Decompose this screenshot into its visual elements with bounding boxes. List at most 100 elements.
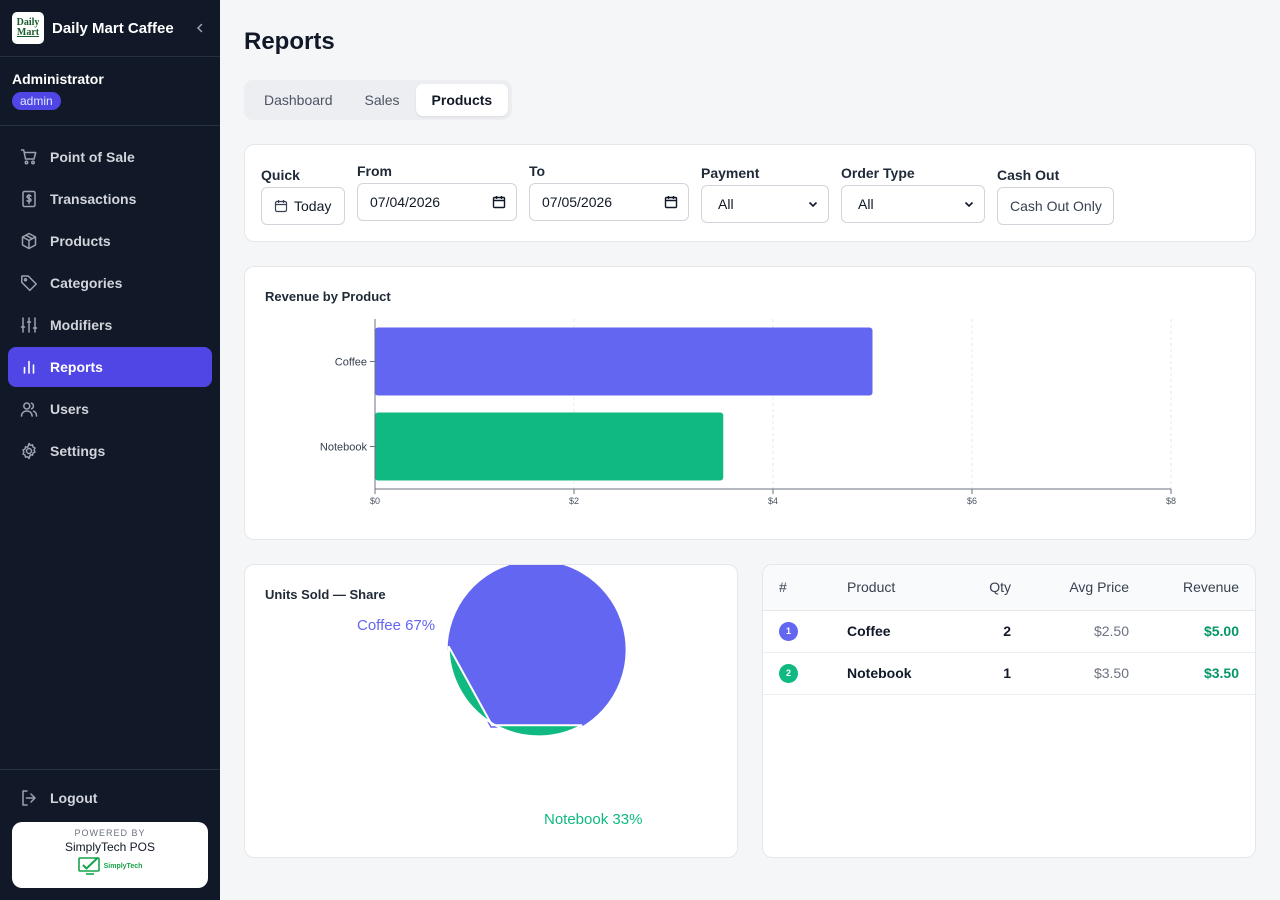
- pie-slice-notebook[interactable]: [447, 645, 583, 738]
- col-product: Product: [847, 579, 896, 596]
- col-avg-price: Avg Price: [1069, 579, 1129, 596]
- chart-title: Units Sold — Share: [265, 587, 386, 602]
- sidebar-item-reports[interactable]: Reports: [8, 347, 212, 387]
- cash-out-filter: Cash Out Cash Out Only: [997, 165, 1114, 225]
- order-type-select-value: All: [858, 196, 874, 212]
- logo-text-line1: Daily: [16, 17, 40, 28]
- today-button[interactable]: Today: [261, 187, 345, 225]
- report-tabs: Dashboard Sales Products: [244, 80, 513, 120]
- payment-select[interactable]: All: [701, 185, 829, 223]
- sidebar: Daily Mart Daily Mart Caffee Administrat…: [0, 0, 220, 900]
- from-label: From: [357, 163, 392, 179]
- cash-out-label: Cash Out: [997, 167, 1060, 183]
- sidebar-nav: Point of Sale Transactions Products Cate…: [0, 126, 220, 471]
- table-row[interactable]: 2 Notebook 1 $3.50 $3.50: [763, 652, 1255, 694]
- user-name: Administrator: [12, 71, 104, 87]
- simplytech-logo: SimplyTech: [12, 857, 208, 875]
- from-date-value: 07/04/2026: [370, 194, 441, 210]
- sidebar-item-label: Point of Sale: [50, 149, 135, 165]
- sidebar-item-label: Transactions: [50, 191, 137, 207]
- payment-select-value: All: [718, 196, 734, 212]
- collapse-sidebar-button[interactable]: [192, 21, 208, 36]
- today-button-label: Today: [294, 198, 332, 214]
- chart-title: Revenue by Product: [265, 289, 391, 304]
- product-name: Coffee: [847, 623, 891, 639]
- sidebar-item-point-of-sale[interactable]: Point of Sale: [8, 137, 212, 177]
- tab-products[interactable]: Products: [415, 84, 509, 116]
- calendar-icon: [664, 195, 678, 209]
- powered-by-name: SimplyTech POS: [64, 840, 156, 854]
- sidebar-item-label: Categories: [50, 275, 123, 291]
- products-table: # Product Qty Avg Price Revenue 1 Coffee…: [763, 565, 1255, 695]
- bar-notebook[interactable]: [375, 412, 724, 481]
- rank-badge: 2: [779, 664, 798, 683]
- powered-by-label: POWERED BY: [74, 828, 146, 838]
- products-table-card: # Product Qty Avg Price Revenue 1 Coffee…: [762, 564, 1256, 858]
- logout-button[interactable]: Logout: [0, 778, 220, 818]
- x-tick-label: $4: [768, 496, 778, 506]
- sidebar-item-label: Settings: [50, 443, 106, 459]
- logout-icon: [20, 789, 38, 807]
- y-tick-label: Notebook: [320, 442, 368, 454]
- order-type-label: Order Type: [841, 165, 915, 181]
- sidebar-footer: Logout POWERED BY SimplyTech POS SimplyT…: [0, 769, 220, 900]
- chevron-down-icon: [964, 199, 974, 209]
- app-name: Daily Mart Caffee: [52, 19, 174, 37]
- simplytech-logo-text: SimplyTech: [103, 862, 143, 870]
- sliders-icon: [20, 316, 38, 334]
- sidebar-item-label: Products: [50, 233, 111, 249]
- revenue-bar-chart: $0 $2 $4 $6 $8 Coffee Notebook: [320, 319, 1176, 506]
- cash-out-only-button[interactable]: Cash Out Only: [997, 187, 1114, 225]
- y-tick-label: Coffee: [335, 357, 367, 369]
- sidebar-item-modifiers[interactable]: Modifiers: [8, 305, 212, 345]
- to-filter: To 07/05/2026: [529, 163, 689, 221]
- quick-filter: Quick Today: [261, 165, 345, 225]
- to-date-input[interactable]: 07/05/2026: [529, 183, 689, 221]
- bar-coffee[interactable]: [375, 327, 873, 396]
- calendar-icon: [274, 200, 288, 213]
- product-name: Notebook: [847, 665, 912, 681]
- box-icon: [20, 232, 38, 250]
- page-title: Reports: [244, 28, 335, 55]
- sidebar-item-users[interactable]: Users: [8, 389, 212, 429]
- sidebar-item-transactions[interactable]: Transactions: [8, 179, 212, 219]
- sidebar-item-categories[interactable]: Categories: [8, 263, 212, 303]
- product-qty: 2: [1003, 623, 1011, 639]
- revenue-by-product-card: Revenue by Product $0 $2 $4 $6 $8 Coffee Noteb…: [244, 266, 1256, 540]
- rank-badge: 1: [779, 622, 798, 641]
- product-avg-price: $3.50: [1093, 665, 1129, 681]
- tab-dashboard[interactable]: Dashboard: [264, 92, 333, 108]
- x-tick-label: $0: [370, 496, 380, 506]
- tab-sales[interactable]: Sales: [364, 92, 400, 108]
- tag-icon: [20, 274, 38, 292]
- powered-by-card: POWERED BY SimplyTech POS SimplyTech: [12, 822, 208, 888]
- bar-chart-icon: [20, 358, 38, 376]
- table-header-row: # Product Qty Avg Price Revenue: [763, 565, 1255, 610]
- to-label: To: [529, 163, 546, 179]
- units-sold-share-card: Units Sold — Share Coffee 67% Notebook 33…: [244, 564, 738, 858]
- table-row[interactable]: 1 Coffee 2 $2.50 $5.00: [763, 610, 1255, 652]
- payment-filter: Payment All: [701, 165, 829, 223]
- payment-label: Payment: [701, 165, 760, 181]
- col-revenue: Revenue: [1182, 579, 1239, 596]
- calendar-icon: [492, 195, 506, 209]
- sidebar-item-settings[interactable]: Settings: [8, 431, 212, 471]
- user-role-badge: admin: [12, 92, 61, 110]
- order-type-filter: Order Type All: [841, 165, 985, 223]
- col-qty: Qty: [989, 579, 1011, 596]
- quick-label: Quick: [261, 167, 300, 183]
- receipt-icon: [20, 190, 38, 208]
- from-date-input[interactable]: 07/04/2026: [357, 183, 517, 221]
- product-revenue: $3.50: [1203, 665, 1239, 681]
- cart-icon: [20, 148, 38, 166]
- pie-label-coffee: Coffee 67%: [357, 617, 435, 634]
- sidebar-item-label: Users: [50, 401, 89, 417]
- logout-label: Logout: [50, 790, 98, 806]
- users-icon: [20, 400, 38, 418]
- order-type-select[interactable]: All: [841, 185, 985, 223]
- pie-label-notebook: Notebook 33%: [544, 811, 642, 828]
- sidebar-item-products[interactable]: Products: [8, 221, 212, 261]
- col-rank: #: [779, 579, 787, 596]
- pie-slice-coffee[interactable]: [445, 565, 628, 730]
- x-tick-label: $6: [967, 496, 977, 506]
